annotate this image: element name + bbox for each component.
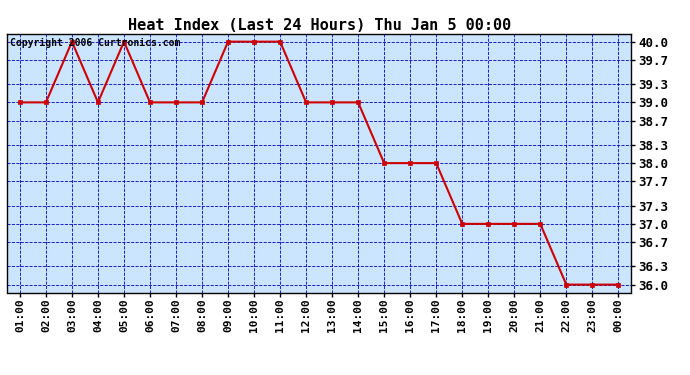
Title: Heat Index (Last 24 Hours) Thu Jan 5 00:00: Heat Index (Last 24 Hours) Thu Jan 5 00:… — [128, 18, 511, 33]
Text: Copyright 2006 Curtronics.com: Copyright 2006 Curtronics.com — [10, 38, 180, 48]
